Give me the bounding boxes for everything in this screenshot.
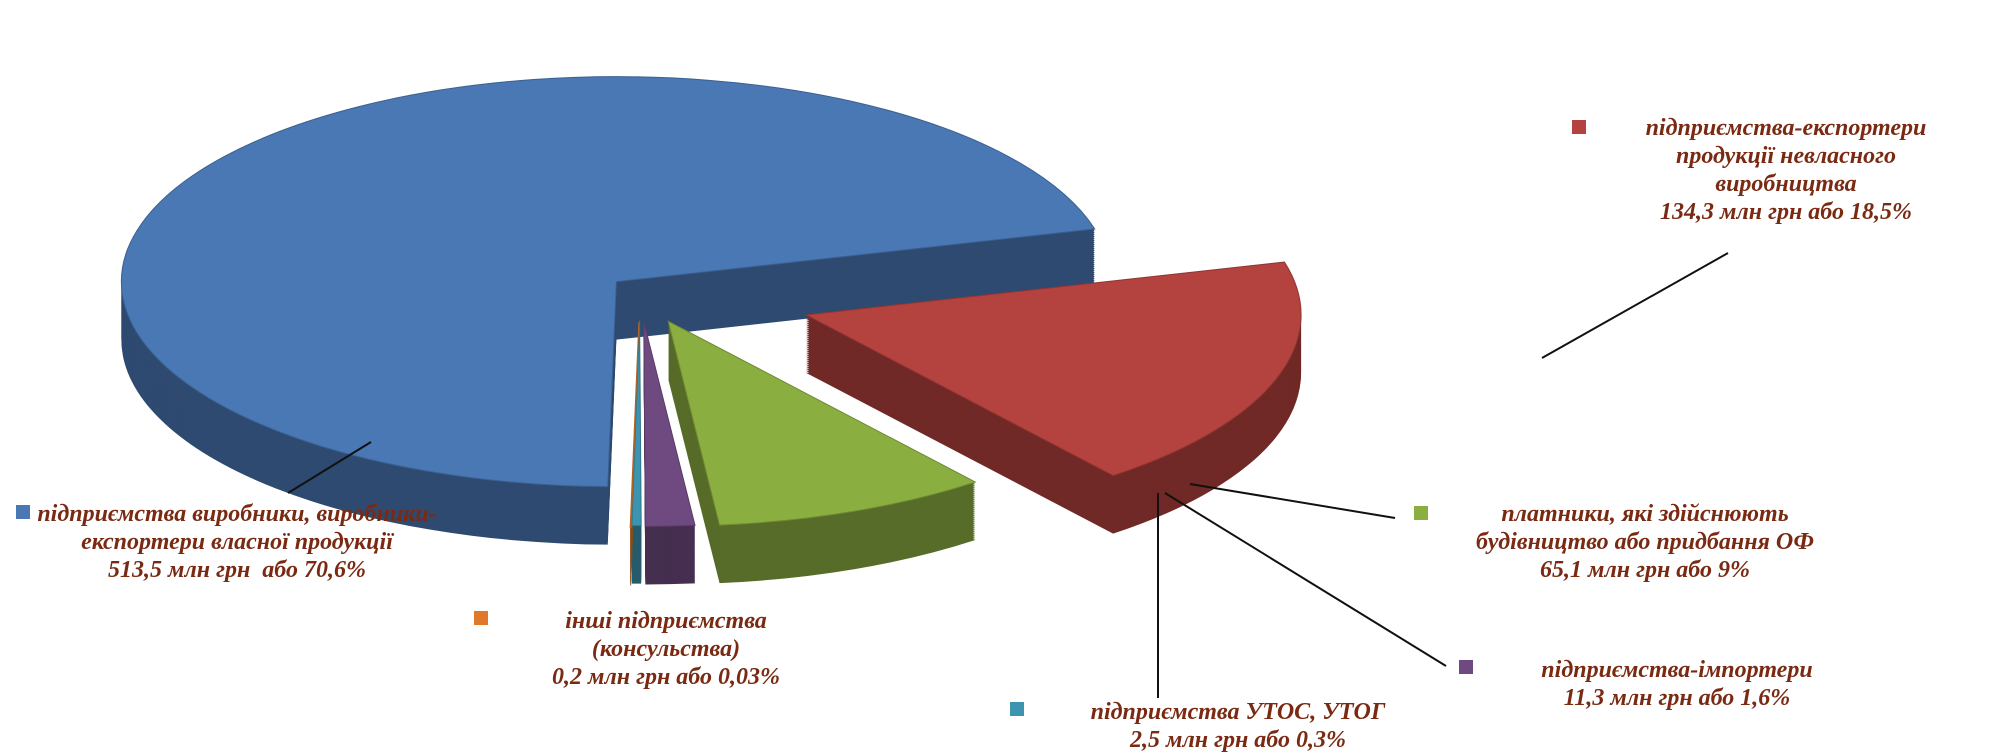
data-label: платники, які здійснюють будівництво або… <box>1435 500 1855 584</box>
legend-swatch <box>474 611 488 625</box>
value-label: 134,3 млн грн або 18,5% <box>1660 199 1912 225</box>
legend-swatch <box>1572 120 1586 134</box>
slice <box>120 76 1096 488</box>
value-label: 2,5 млн грн або 0,3% <box>1130 727 1346 753</box>
value-label: 65,1 млн грн або 9% <box>1540 557 1750 583</box>
leader-line <box>1189 483 1396 519</box>
category-label: підприємства-імпортери <box>1541 657 1813 683</box>
category-label: інші підприємства (консульства) <box>565 608 767 662</box>
legend-swatch <box>16 505 30 519</box>
leader-line <box>287 441 372 494</box>
category-label: платники, які здійснюють будівництво або… <box>1476 501 1814 555</box>
slice <box>631 320 642 527</box>
slice <box>629 322 640 528</box>
data-label: підприємства-експортери продукції невлас… <box>1616 114 1956 226</box>
slice <box>804 261 1302 477</box>
data-label: підприємства-імпортери 11,3 млн грн або 1… <box>1467 656 1887 712</box>
value-label: 0,2 млн грн або 0,03% <box>552 664 780 690</box>
legend-swatch <box>1414 506 1428 520</box>
data-label: підприємства виробники, виробники-експор… <box>27 500 447 584</box>
slice <box>667 320 977 526</box>
leader-line <box>1164 492 1447 667</box>
value-label: 513,5 млн грн або 70,6% <box>108 557 366 583</box>
data-label: підприємства УТОС, УТОГ 2,5 млн грн або 0… <box>1028 698 1448 754</box>
category-label: підприємства УТОС, УТОГ <box>1090 699 1386 725</box>
category-label: підприємства-експортери продукції невлас… <box>1645 115 1927 197</box>
legend-swatch <box>1459 660 1473 674</box>
slice <box>643 321 696 527</box>
leader-line <box>1541 252 1729 359</box>
category-label: підприємства виробники, виробники-експор… <box>37 501 437 555</box>
legend-swatch <box>1010 702 1024 716</box>
data-label: інші підприємства (консульства) 0,2 млн г… <box>496 607 836 691</box>
value-label: 11,3 млн грн або 1,6% <box>1563 685 1791 711</box>
